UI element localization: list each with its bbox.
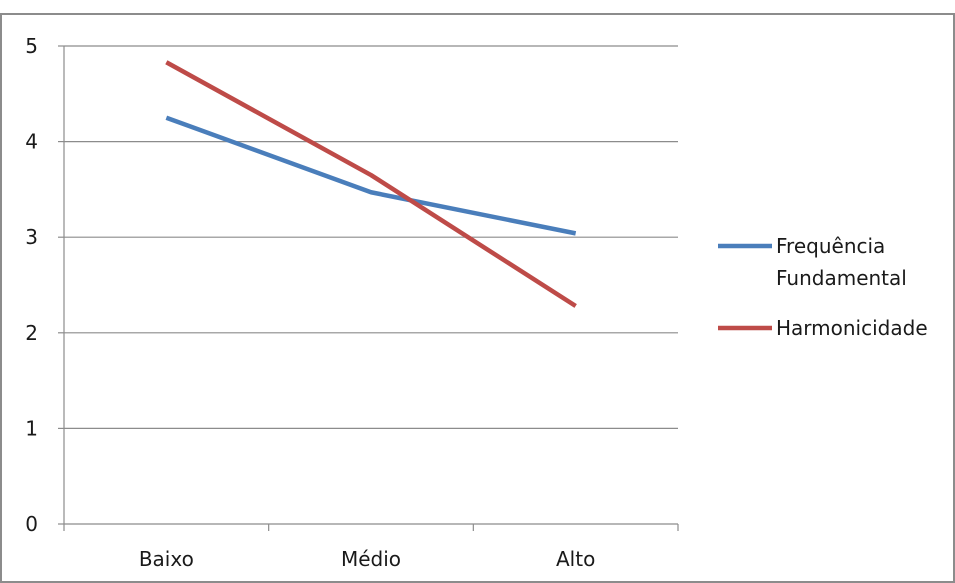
y-tick-label: 0 bbox=[25, 512, 38, 536]
legend: Frequência Fundamental Harmonicidade bbox=[718, 234, 928, 340]
legend-item-0: Frequência Fundamental bbox=[718, 234, 907, 290]
x-tick-label-baixo: Baixo bbox=[139, 547, 194, 571]
series-line-1 bbox=[165, 60, 577, 308]
axes bbox=[58, 45, 679, 531]
legend-label: Frequência bbox=[776, 234, 885, 258]
legend-item-1: Harmonicidade bbox=[718, 316, 928, 340]
y-tick-label: 2 bbox=[25, 321, 38, 345]
series-lines bbox=[165, 60, 577, 308]
x-axis-tick-labels: Baixo Médio Alto bbox=[139, 547, 595, 571]
gridlines bbox=[64, 45, 678, 429]
x-tick-label-alto: Alto bbox=[556, 547, 595, 571]
y-tick-label: 5 bbox=[25, 34, 38, 58]
series-line-0 bbox=[165, 115, 577, 236]
y-tick-label: 1 bbox=[25, 416, 38, 440]
y-tick-label: 4 bbox=[25, 130, 38, 154]
y-tick-label: 3 bbox=[25, 225, 38, 249]
x-tick-label-médio: Médio bbox=[341, 547, 401, 571]
chart-border bbox=[0, 13, 955, 583]
legend-label: Harmonicidade bbox=[776, 316, 928, 340]
legend-label: Fundamental bbox=[776, 266, 907, 290]
y-axis-tick-labels: 0 1 2 3 4 5 bbox=[25, 34, 38, 536]
